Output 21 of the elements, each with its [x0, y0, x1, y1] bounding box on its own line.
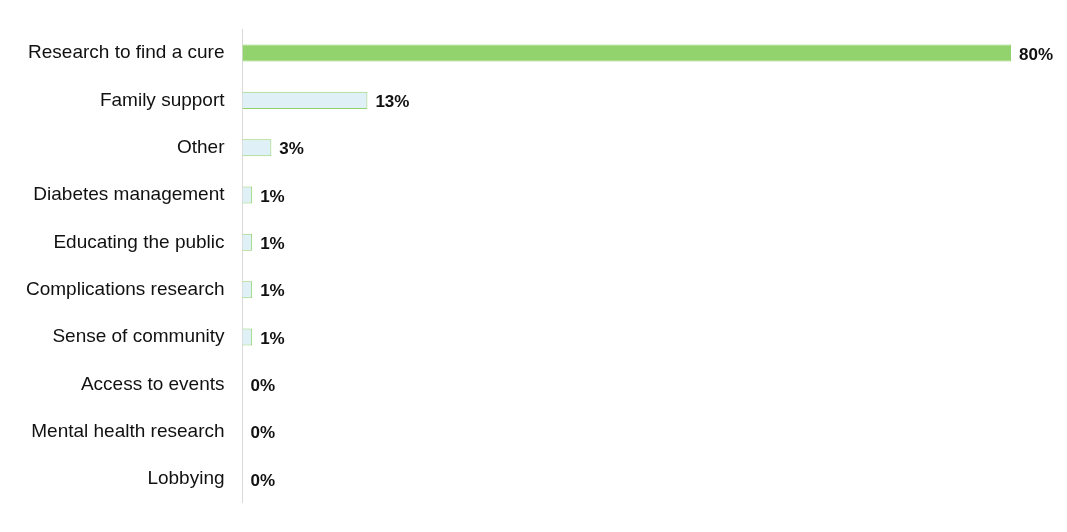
- y-tick-label: Access to events: [80, 372, 225, 394]
- data-label: 0%: [250, 470, 276, 490]
- data-label: 0%: [250, 375, 276, 395]
- data-label: 0%: [250, 423, 276, 443]
- y-tick-label: Family support: [99, 88, 226, 110]
- y-tick-label: Complications research: [25, 277, 225, 299]
- y-tick-label: Research to find a cure: [28, 41, 225, 63]
- y-tick-label: Other: [176, 135, 226, 157]
- data-label: 1%: [260, 328, 285, 348]
- y-tick-label: Sense of community: [52, 325, 226, 347]
- data-label: 1%: [260, 234, 285, 254]
- data-label: 13%: [375, 92, 410, 112]
- bar: [242, 44, 1011, 62]
- y-tick-label: Educating the public: [53, 230, 225, 252]
- y-tick-label: Mental health research: [31, 419, 225, 441]
- y-tick-label: Lobbying: [147, 467, 225, 489]
- data-label: 3%: [279, 139, 304, 159]
- data-label: 1%: [260, 186, 285, 206]
- y-tick-label: Diabetes management: [33, 183, 226, 205]
- data-label: 1%: [260, 281, 285, 301]
- data-label: 80%: [1019, 44, 1054, 64]
